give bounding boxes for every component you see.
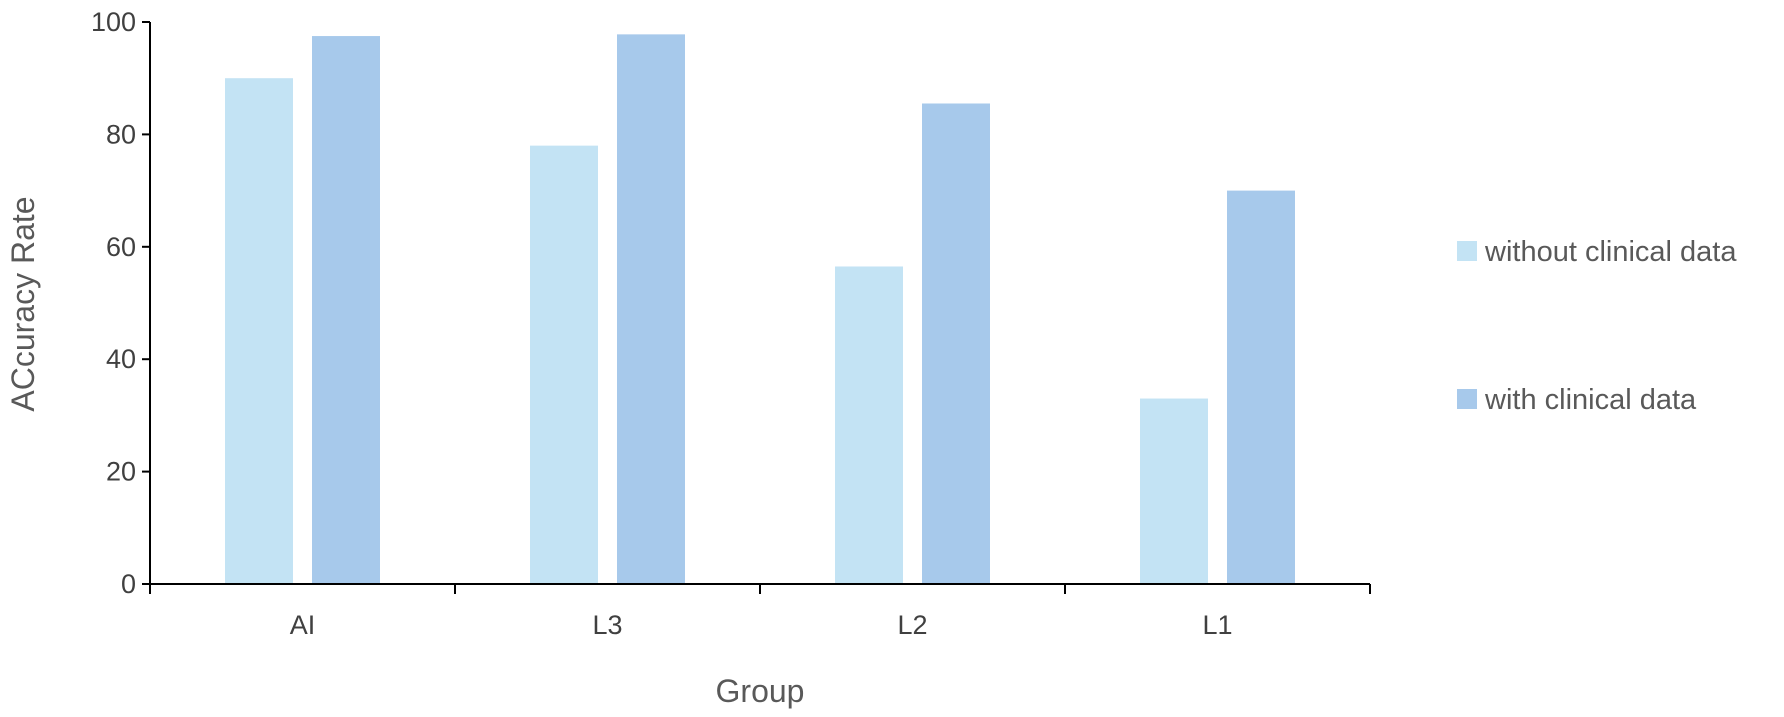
bar-ai-series-2	[312, 36, 380, 585]
bars-layer	[225, 34, 1295, 585]
labels-layer: 0 20 40 60 80 100 AI L3 L2 L1	[91, 7, 1233, 640]
x-tick-label: L1	[1202, 610, 1232, 640]
y-axis-title: ACcuracy Rate	[5, 196, 41, 411]
y-tick-label: 20	[106, 457, 136, 487]
bar-l3-series-1	[530, 145, 598, 584]
x-tick-label: AI	[290, 610, 316, 640]
bar-l3-series-2	[617, 34, 685, 584]
legend-label-2: with clinical data	[1484, 384, 1697, 416]
bar-l2-series-1	[835, 266, 903, 584]
y-tick-label: 0	[121, 569, 136, 599]
x-tick-label: L3	[592, 610, 622, 640]
y-tick-label: 80	[106, 119, 136, 149]
bar-l1-series-1	[1140, 398, 1208, 584]
bar-l1-series-2	[1227, 190, 1295, 584]
legend: without clinical data with clinical data	[1457, 236, 1737, 416]
x-axis-title: Group	[716, 673, 805, 709]
legend-label-1: without clinical data	[1484, 236, 1737, 268]
bar-ai-series-1	[225, 78, 293, 584]
y-tick-label: 40	[106, 344, 136, 374]
y-tick-label: 60	[106, 232, 136, 262]
legend-swatch-1	[1457, 241, 1477, 261]
x-tick-label: L2	[897, 610, 927, 640]
legend-swatch-2	[1457, 389, 1477, 409]
y-tick-label: 100	[91, 7, 136, 37]
axes-layer	[142, 21, 1371, 594]
bar-l2-series-2	[922, 103, 990, 585]
